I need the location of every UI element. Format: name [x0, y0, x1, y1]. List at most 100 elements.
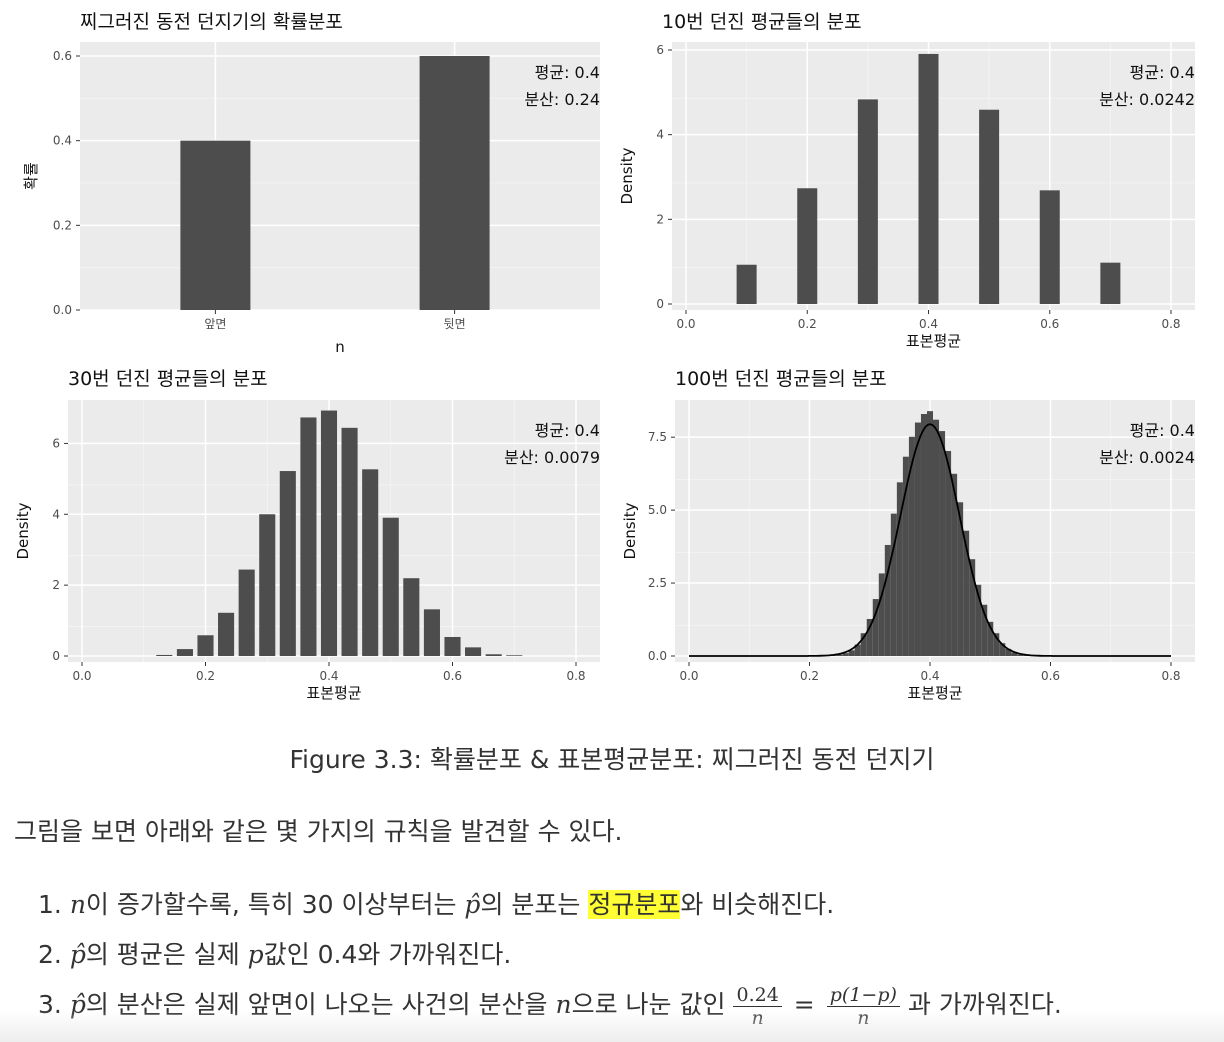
chart2-x-tick-label: 0.4 — [919, 317, 938, 331]
chart2-x-tick-label: 0.0 — [676, 317, 695, 331]
chart1-annotation: 평균: 0.4 — [535, 63, 600, 82]
chart4-bar — [981, 604, 988, 656]
chart1-x-tick-label: 뒷면 — [444, 317, 466, 331]
chart2-bar — [1039, 190, 1060, 304]
chart4-bar — [926, 411, 934, 656]
chart1-x-axis-label: n — [335, 338, 345, 356]
chart4-x-axis-label: 표본평균 — [907, 684, 962, 702]
chart4-bar — [872, 599, 879, 656]
chart4-annotation: 평균: 0.4 — [1130, 421, 1195, 440]
chart4-x-tick-label: 0.6 — [1041, 669, 1060, 683]
chart1-y-tick-label: 0.4 — [53, 134, 72, 148]
chart4-bar — [878, 573, 885, 656]
chart4-bar — [963, 530, 970, 656]
chart4-x-tick-label: 0.2 — [800, 669, 819, 683]
chart2-x-tick-label: 0.8 — [1161, 317, 1180, 331]
chart4-bar — [854, 644, 861, 656]
chart2-x-tick-label: 0.6 — [1040, 317, 1059, 331]
chart4-bar — [1011, 652, 1018, 656]
bottom-fade — [0, 1010, 1224, 1042]
chart4-bar — [884, 544, 891, 656]
chart4-y-tick-label: 5.0 — [648, 503, 667, 517]
chart2-x-tick-label: 0.2 — [798, 317, 817, 331]
chart4-bar — [842, 653, 849, 656]
chart4-y-tick-label: 2.5 — [648, 576, 667, 590]
chart3-bar — [218, 612, 235, 656]
rule-item-1: 1. n이 증가할수록, 특히 30 이상부터는 p̂의 분포는 정규분포와 비… — [38, 890, 835, 919]
chart2-y-tick-label: 0 — [656, 297, 664, 311]
chart4-bar — [1005, 648, 1012, 656]
chart2-bar — [918, 53, 939, 304]
chart4-bar — [957, 502, 964, 656]
chart4-bar — [933, 419, 940, 656]
chart4-bar — [939, 431, 946, 656]
chart2-bar — [979, 109, 1000, 304]
chart2-bar — [857, 99, 878, 305]
chart2-y-tick-label: 6 — [656, 43, 664, 57]
chart4-bar — [993, 633, 1000, 656]
chart4-y-axis-label: Density — [621, 502, 639, 559]
chart2-y-axis-label: Density — [618, 147, 636, 204]
chart3-x-axis-label: 표본평균 — [306, 684, 361, 702]
figure-caption: Figure 3.3: 확률분포 & 표본평균분포: 찌그러진 동전 던지기 — [289, 745, 935, 774]
chart1-y-tick-label: 0.6 — [53, 49, 72, 63]
chart3-x-tick-label: 0.4 — [319, 669, 338, 683]
chart3-bar — [341, 427, 358, 656]
chart1-title: 찌그러진 동전 던지기의 확률분포 — [80, 11, 343, 33]
intro-paragraph: 그림을 보면 아래와 같은 몇 가지의 규칙을 발견할 수 있다. — [14, 817, 623, 846]
chart1-y-tick-label: 0.2 — [53, 218, 72, 232]
chart3-annotation: 분산: 0.0079 — [504, 448, 600, 467]
chart3-bar — [506, 655, 523, 656]
chart4-bar — [945, 451, 952, 656]
rules-list: 1. n이 증가할수록, 특히 30 이상부터는 p̂의 분포는 정규분포와 비… — [38, 882, 1062, 1032]
chart1-bar — [419, 56, 490, 310]
chart1-y-axis-label: 확률 — [22, 162, 40, 190]
chart2-annotation: 평균: 0.4 — [1130, 63, 1195, 82]
chart1-annotation: 분산: 0.24 — [524, 90, 600, 109]
chart3-y-axis-label: Density — [14, 502, 32, 559]
chart4-y-tick-label: 0.0 — [648, 649, 667, 663]
chart1-bar — [180, 140, 251, 310]
chart4-title: 100번 던진 평균들의 분포 — [675, 368, 887, 390]
chart4-bar — [908, 436, 915, 656]
chart4-bar — [902, 456, 909, 656]
chart4-y-tick-label: 7.5 — [648, 430, 667, 444]
chart1-plot-background — [80, 42, 600, 310]
chart2-bar — [797, 188, 818, 304]
chart1-x-tick-label: 앞면 — [204, 317, 226, 331]
chart2-bar — [1100, 262, 1121, 304]
chart4-bar — [848, 650, 855, 656]
chart3-bar — [197, 635, 214, 656]
chart2-y-tick-label: 2 — [656, 212, 664, 226]
chart3-y-tick-label: 4 — [52, 507, 60, 521]
chart4-bar — [866, 618, 873, 656]
chart4-bar — [920, 414, 927, 656]
rule-item-2: 2. p̂의 평균은 실제 p값인 0.4와 가까워진다. — [38, 940, 512, 969]
chart3-title: 30번 던진 평균들의 분포 — [68, 368, 268, 390]
chart4-bar — [890, 513, 897, 656]
chart3-x-tick-label: 0.0 — [72, 669, 91, 683]
chart1-y-tick-label: 0.0 — [53, 303, 72, 317]
chart3-x-tick-label: 0.2 — [196, 669, 215, 683]
chart4-bar — [987, 621, 994, 656]
chart4-bar — [975, 584, 982, 656]
chart3-annotation: 평균: 0.4 — [535, 421, 600, 440]
chart4-x-tick-label: 0.4 — [920, 669, 939, 683]
chart3-bar — [320, 410, 338, 656]
chart3-bar — [485, 654, 502, 656]
chart3-bar — [444, 636, 461, 656]
chart3-y-tick-label: 0 — [52, 649, 60, 663]
chart4-bar — [999, 643, 1006, 656]
chart4-bar — [1017, 654, 1024, 656]
chart4-bar — [914, 422, 921, 656]
chart3-bar — [423, 609, 440, 656]
chart3-bar — [156, 654, 173, 656]
chart4-bar — [836, 654, 843, 656]
chart3-bar — [176, 649, 193, 656]
chart3-x-tick-label: 0.6 — [443, 669, 462, 683]
chart3-bar — [238, 569, 255, 656]
chart4-x-tick-label: 0.8 — [1161, 669, 1180, 683]
chart3-bar — [300, 417, 317, 656]
chart4-bar — [860, 633, 867, 656]
